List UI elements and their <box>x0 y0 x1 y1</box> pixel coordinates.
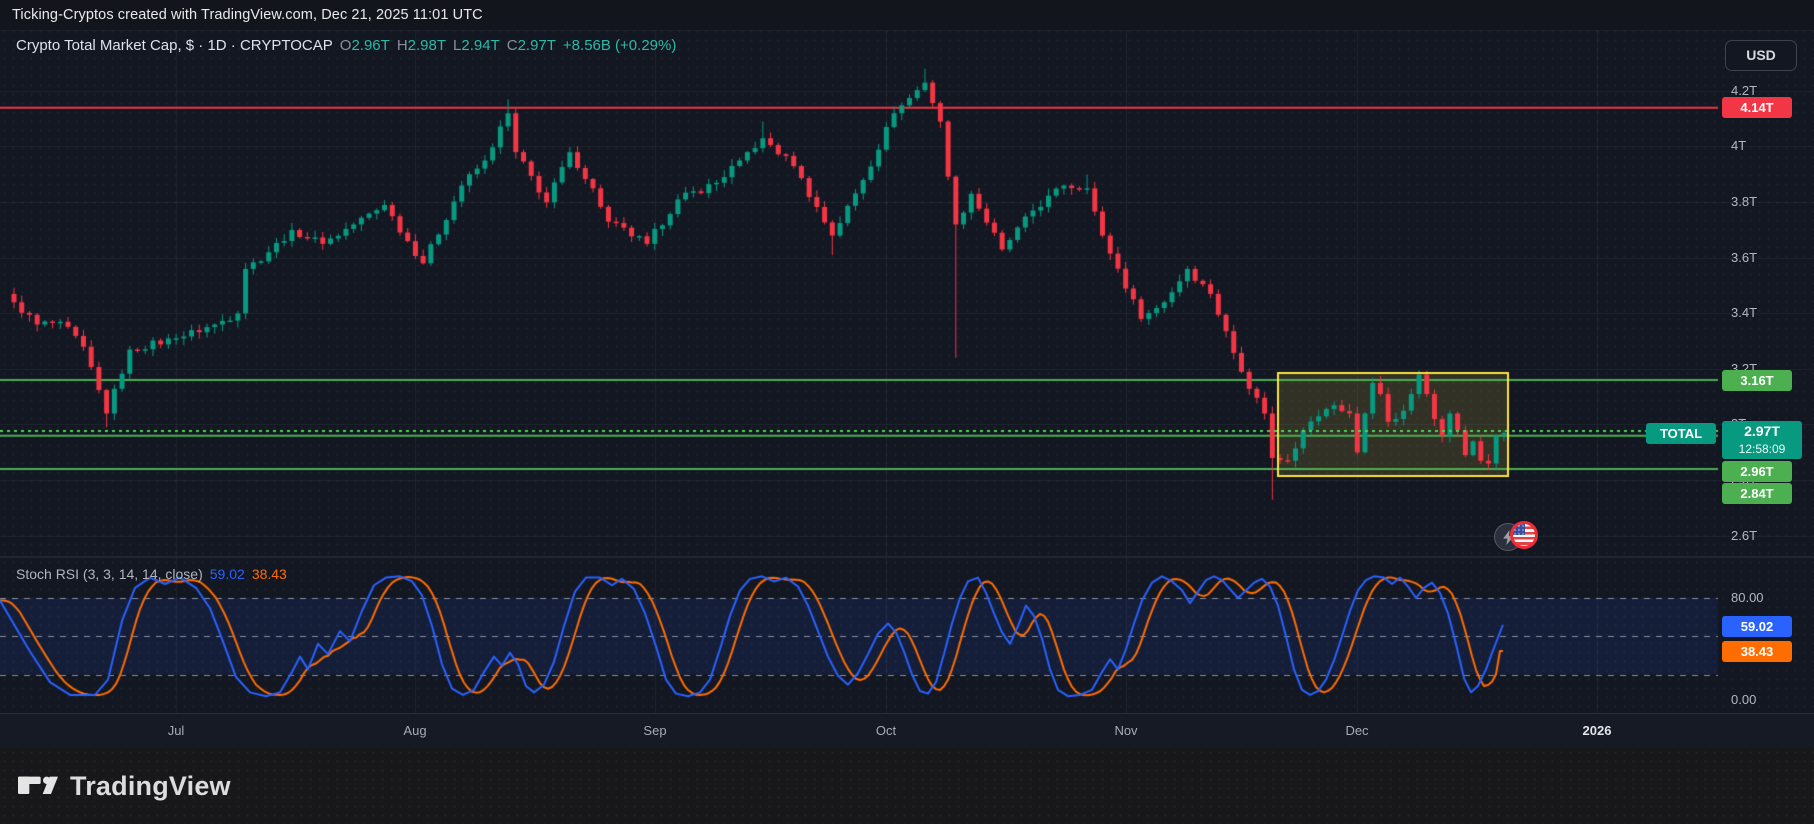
ohlc-open: O2.96T <box>339 37 390 54</box>
price-tick-label: 0.00 <box>1731 692 1757 707</box>
attribution-text: Ticking-Cryptos created with TradingView… <box>12 7 483 23</box>
time-axis-label: Dec <box>1345 723 1369 738</box>
price-tick-label: 3.4T <box>1731 305 1758 320</box>
lower-range-level-badge: 2.84T <box>1722 483 1792 504</box>
time-axis-label: Oct <box>875 723 897 738</box>
candlestick-chart-canvas[interactable] <box>0 30 1814 713</box>
ohlc-low: L2.94T <box>453 37 500 54</box>
time-axis-label: Nov <box>1114 723 1138 738</box>
currency-toggle-button[interactable]: USD <box>1725 40 1797 71</box>
time-axis-label: Aug <box>403 723 427 738</box>
stoch-rsi-title: Stoch RSI (3, 3, 14, 14, close) <box>16 566 203 582</box>
current-price-value: 2.97T <box>1744 423 1780 439</box>
tradingview-logo-icon[interactable] <box>18 772 58 800</box>
price-tick-label: 3.6T <box>1731 250 1758 265</box>
resistance-level-badge: 4.14T <box>1722 97 1792 118</box>
current-price-badge: 2.97T 12:58:09 <box>1722 421 1802 459</box>
stoch-k-value-badge: 59.02 <box>1722 616 1792 637</box>
stoch-k-value: 59.02 <box>209 566 245 582</box>
ohlc-high: H2.98T <box>396 37 447 54</box>
price-tick-label: 4T <box>1731 138 1747 153</box>
time-axis-label: Jul <box>167 723 185 738</box>
stoch-d-value: 38.43 <box>251 566 287 582</box>
ohlc-close: C2.97T <box>506 37 556 54</box>
stoch-d-value-badge: 38.43 <box>1722 641 1792 662</box>
symbol-title: Crypto Total Market Cap, $ · 1D · CRYPTO… <box>16 37 333 54</box>
us-flag-event-icon[interactable] <box>1510 521 1538 549</box>
chart-event-icons[interactable] <box>1494 521 1542 553</box>
price-tick-label: 2.6T <box>1731 528 1758 543</box>
bar-countdown: 12:58:09 <box>1738 442 1786 456</box>
lightning-bolt-glyph <box>1502 529 1514 545</box>
attribution-bar: Ticking-Cryptos created with TradingView… <box>0 0 1814 31</box>
price-tick-label: 3.8T <box>1731 194 1758 209</box>
time-axis-label: 2026 <box>1582 723 1612 738</box>
change-value: +8.56B (+0.29%) <box>562 37 677 54</box>
branding-footer: TradingView <box>0 748 1814 824</box>
price-tick-label: 80.00 <box>1731 590 1764 605</box>
mid-range-level-badge: 2.96T <box>1722 461 1792 482</box>
time-axis[interactable]: Jul Aug Sep Oct Nov Dec 2026 <box>0 713 1814 749</box>
stoch-rsi-legend[interactable]: Stoch RSI (3, 3, 14, 14, close) 59.02 38… <box>16 566 287 582</box>
tradingview-logo-text[interactable]: TradingView <box>70 770 231 801</box>
flag-canton <box>1513 524 1526 535</box>
upper-range-level-badge: 3.16T <box>1722 370 1792 391</box>
symbol-legend[interactable]: Crypto Total Market Cap, $ · 1D · CRYPTO… <box>16 37 676 54</box>
time-axis-label: Sep <box>643 723 667 738</box>
price-tick-label: 4.2T <box>1731 83 1758 98</box>
total-symbol-tag: TOTAL <box>1646 423 1716 444</box>
